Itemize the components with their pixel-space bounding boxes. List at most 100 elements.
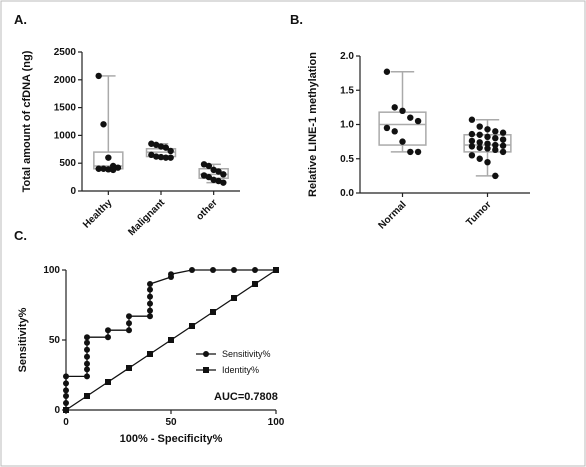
y-tick-label: 2000 [54,75,77,86]
data-point [205,162,213,170]
data-point [210,267,216,273]
data-point [189,267,195,273]
data-point [147,286,153,293]
data-point [499,129,507,136]
data-point [252,267,258,273]
x-tick-label: 50 [165,417,177,428]
data-point [100,121,107,128]
data-point [168,337,174,343]
data-point [162,154,170,161]
y-axis-title: Total amount of cfDNA (ng) [21,50,33,192]
y-axis-title: Relative LINE-1 methylation [307,52,319,197]
x-tick-label: Normal [376,199,408,231]
data-point [126,320,132,327]
data-point [273,267,279,273]
legend-label: Sensitivity% [222,349,271,359]
y-tick-label: 0 [70,186,76,197]
data-point [147,313,153,320]
data-point [148,151,155,159]
y-tick-label: 2500 [54,47,77,58]
data-point [210,166,217,174]
data-point [484,158,491,166]
x-tick-label: other [194,197,220,223]
data-point [105,166,112,173]
x-tick-label: Healthy [81,197,115,231]
data-point [147,307,153,314]
legend-label: Identity% [222,365,259,375]
data-point [468,130,476,138]
data-point [220,179,227,186]
data-point [63,387,69,394]
data-point [220,171,227,178]
data-point [499,136,507,143]
data-point [399,138,406,145]
data-point [114,164,122,171]
data-point [126,365,132,371]
y-tick-label: 500 [59,158,76,169]
data-point [147,351,153,357]
y-axis-title: Sensitivity% [17,307,29,372]
data-point [484,140,491,147]
x-tick-label: Malignant [126,197,167,238]
data-point [391,128,398,135]
data-point [210,309,216,315]
data-point [84,334,90,341]
data-point [492,128,499,135]
data-point [210,176,217,184]
y-tick-label: 0 [54,405,60,416]
data-point [126,327,132,334]
data-point [148,140,155,147]
data-point [414,148,422,156]
y-tick-label: 1.0 [340,120,354,131]
y-tick-label: 1.5 [340,85,354,96]
data-point [476,123,483,130]
data-point [95,72,102,80]
data-point [109,166,117,174]
data-point [499,142,507,149]
data-point [215,177,222,185]
y-tick-label: 1000 [54,130,77,141]
data-point [476,139,483,146]
x-axis-title: 100% - Specificity% [120,433,223,445]
data-point [167,154,174,161]
data-point [63,407,69,413]
data-point [484,145,491,152]
data-point [231,267,237,273]
data-point [157,143,165,150]
data-point [231,295,237,301]
data-point [399,107,406,115]
data-point [484,133,491,141]
data-point [407,114,414,121]
data-point [157,153,165,161]
data-point [63,373,69,380]
y-tick-label: 1500 [54,103,77,114]
data-point [84,353,90,360]
data-point [200,161,208,168]
x-tick-label: 100 [268,417,285,428]
data-point [147,281,153,287]
y-tick-label: 100 [43,265,60,276]
data-point [84,373,90,380]
y-tick-label: 0.0 [340,188,354,199]
data-point [100,165,107,172]
data-point [252,281,258,287]
data-point [492,135,499,142]
data-point [105,327,111,334]
legend-marker [203,367,209,373]
data-point [189,323,195,329]
data-point [105,334,111,341]
data-point [468,137,476,145]
data-point [105,154,112,161]
data-point [383,124,391,132]
data-point [63,380,69,387]
data-point [215,168,222,175]
x-tick-label: 0 [63,417,69,428]
data-point [152,153,160,160]
y-tick-label: 50 [49,335,61,346]
data-point [492,146,499,154]
data-point [63,400,69,406]
data-point [499,148,507,156]
data-point [84,360,90,367]
data-point [200,172,208,179]
